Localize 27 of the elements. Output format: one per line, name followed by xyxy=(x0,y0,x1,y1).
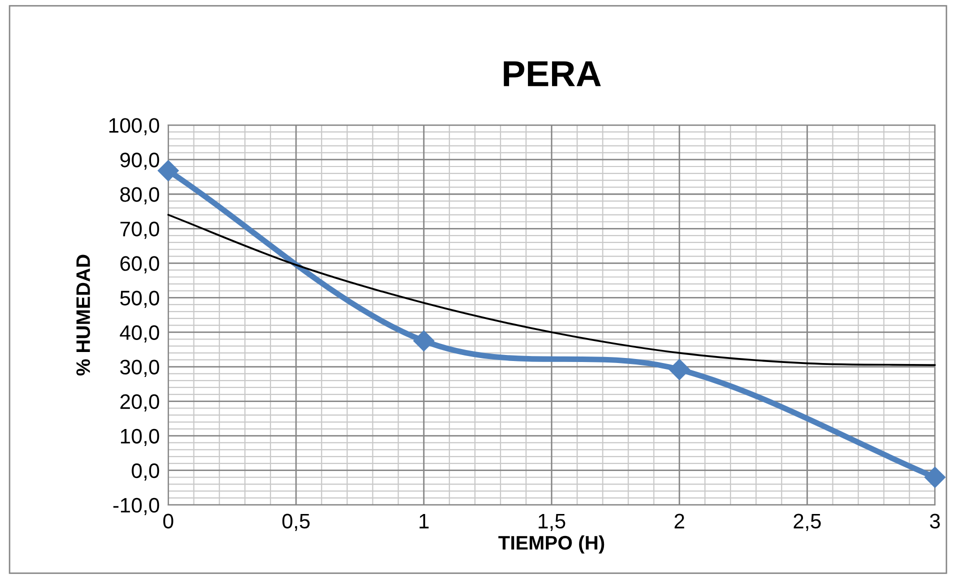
y-tick-label: 10,0 xyxy=(120,428,160,446)
y-tick-label: 0,0 xyxy=(132,463,160,481)
y-tick-label: 50,0 xyxy=(120,290,160,308)
y-tick-label: 60,0 xyxy=(120,256,160,274)
y-tick-label: 20,0 xyxy=(120,394,160,412)
y-tick-label: 100,0 xyxy=(109,118,160,136)
x-tick-label: 2,5 xyxy=(794,514,821,531)
point xyxy=(158,160,179,182)
x-tick-label: 0 xyxy=(163,514,174,529)
y-tick-label: 90,0 xyxy=(120,152,160,170)
point xyxy=(413,330,434,352)
x-tick-label: 1 xyxy=(420,514,429,528)
y-tick-label: 30,0 xyxy=(120,360,160,377)
x-tick-label: 0,5 xyxy=(282,514,310,531)
point xyxy=(668,359,690,380)
y-tick-label: -10,0 xyxy=(113,498,160,516)
y-tick-label: 40,0 xyxy=(120,325,160,342)
point xyxy=(924,466,946,488)
line-series xyxy=(167,214,936,366)
chart-title: PERA xyxy=(504,61,601,86)
y-tick-label: 70,0 xyxy=(120,222,160,239)
x-tick-label: 1,5 xyxy=(538,514,566,531)
y-tick-label: 80,0 xyxy=(120,187,160,204)
x-axis-title: TIEMPO (H) xyxy=(498,535,604,554)
x-tick-label: 3 xyxy=(930,514,940,529)
x-tick-label: 2 xyxy=(674,514,684,528)
y-axis-title: % HUMEDAD xyxy=(76,254,90,376)
